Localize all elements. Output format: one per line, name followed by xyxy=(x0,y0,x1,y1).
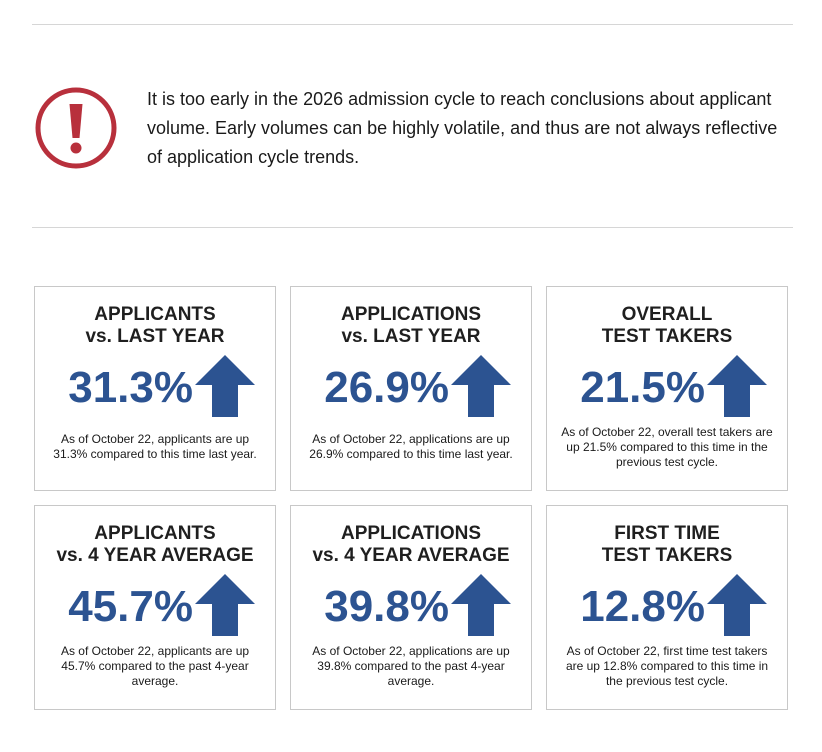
stat-description: As of October 22, applicants are up 45.7… xyxy=(60,644,250,688)
up-arrow-icon xyxy=(707,355,767,417)
card-title: APPLICATIONS vs. 4 YEAR AVERAGE xyxy=(291,523,531,567)
stat-card-applications-4-year-average: APPLICATIONS vs. 4 YEAR AVERAGE 39.8% As… xyxy=(290,505,532,710)
stat-description: As of October 22, applicants are up 31.3… xyxy=(53,432,257,461)
stat-row: 21.5% xyxy=(547,351,787,417)
card-title-line2: vs. LAST YEAR xyxy=(85,326,225,347)
notice-text: It is too early in the 2026 admission cy… xyxy=(147,89,778,167)
card-title-line2: vs. LAST YEAR xyxy=(341,326,481,347)
stat-card-applicants-4-year-average: APPLICANTS vs. 4 YEAR AVERAGE 45.7% As o… xyxy=(34,505,276,710)
stat-value: 21.5% xyxy=(580,363,705,412)
stat-description: As of October 22, overall test takers ar… xyxy=(561,425,773,469)
card-title-line1: APPLICATIONS xyxy=(340,304,482,325)
up-arrow-icon xyxy=(195,574,255,636)
stat-row: 26.9% xyxy=(291,351,531,417)
stat-row: 39.8% xyxy=(291,570,531,636)
stat-value: 31.3% xyxy=(68,363,193,412)
stat-row: 45.7% xyxy=(35,570,275,636)
stat-row: 12.8% xyxy=(547,570,787,636)
up-arrow-icon xyxy=(451,574,511,636)
stat-value: 26.9% xyxy=(324,363,449,412)
card-title-line1: FIRST TIME xyxy=(614,523,720,544)
card-title-line1: APPLICANTS xyxy=(94,523,216,544)
stat-row: 31.3% xyxy=(35,351,275,417)
exclamation-circle-icon xyxy=(35,87,117,169)
card-title: APPLICANTS vs. LAST YEAR xyxy=(35,304,275,348)
card-title: FIRST TIME TEST TAKERS xyxy=(547,523,787,567)
stat-card-overall-test-takers: OVERALL TEST TAKERS 21.5% As of October … xyxy=(546,286,788,491)
card-title-line2: vs. 4 YEAR AVERAGE xyxy=(312,545,510,566)
stat-card-applications-last-year: APPLICATIONS vs. LAST YEAR 26.9% As of O… xyxy=(290,286,532,491)
up-arrow-icon xyxy=(707,574,767,636)
up-arrow-icon xyxy=(451,355,511,417)
early-cycle-notice: It is too early in the 2026 admission cy… xyxy=(34,80,794,180)
stat-card-first-time-test-takers: FIRST TIME TEST TAKERS 12.8% As of Octob… xyxy=(546,505,788,710)
stat-description: As of October 22, applications are up 26… xyxy=(309,432,513,461)
up-arrow-icon xyxy=(195,355,255,417)
card-title: OVERALL TEST TAKERS xyxy=(547,304,787,348)
card-title-line2: TEST TAKERS xyxy=(601,545,733,566)
card-title: APPLICATIONS vs. LAST YEAR xyxy=(291,304,531,348)
stat-value: 12.8% xyxy=(580,582,705,631)
stat-description: As of October 22, first time test takers… xyxy=(565,644,769,688)
card-title-line1: APPLICATIONS xyxy=(340,523,482,544)
card-title-line1: APPLICANTS xyxy=(94,304,216,325)
stat-value: 45.7% xyxy=(68,582,193,631)
card-title-line2: TEST TAKERS xyxy=(601,326,733,347)
card-title-line2: vs. 4 YEAR AVERAGE xyxy=(56,545,254,566)
stat-card-applicants-last-year: APPLICANTS vs. LAST YEAR 31.3% As of Oct… xyxy=(34,286,276,491)
stat-description: As of October 22, applications are up 39… xyxy=(312,644,510,688)
card-title-line1: OVERALL xyxy=(621,304,713,325)
section-divider xyxy=(32,227,793,228)
card-title: APPLICANTS vs. 4 YEAR AVERAGE xyxy=(35,523,275,567)
stat-value: 39.8% xyxy=(324,582,449,631)
top-divider xyxy=(32,24,793,25)
